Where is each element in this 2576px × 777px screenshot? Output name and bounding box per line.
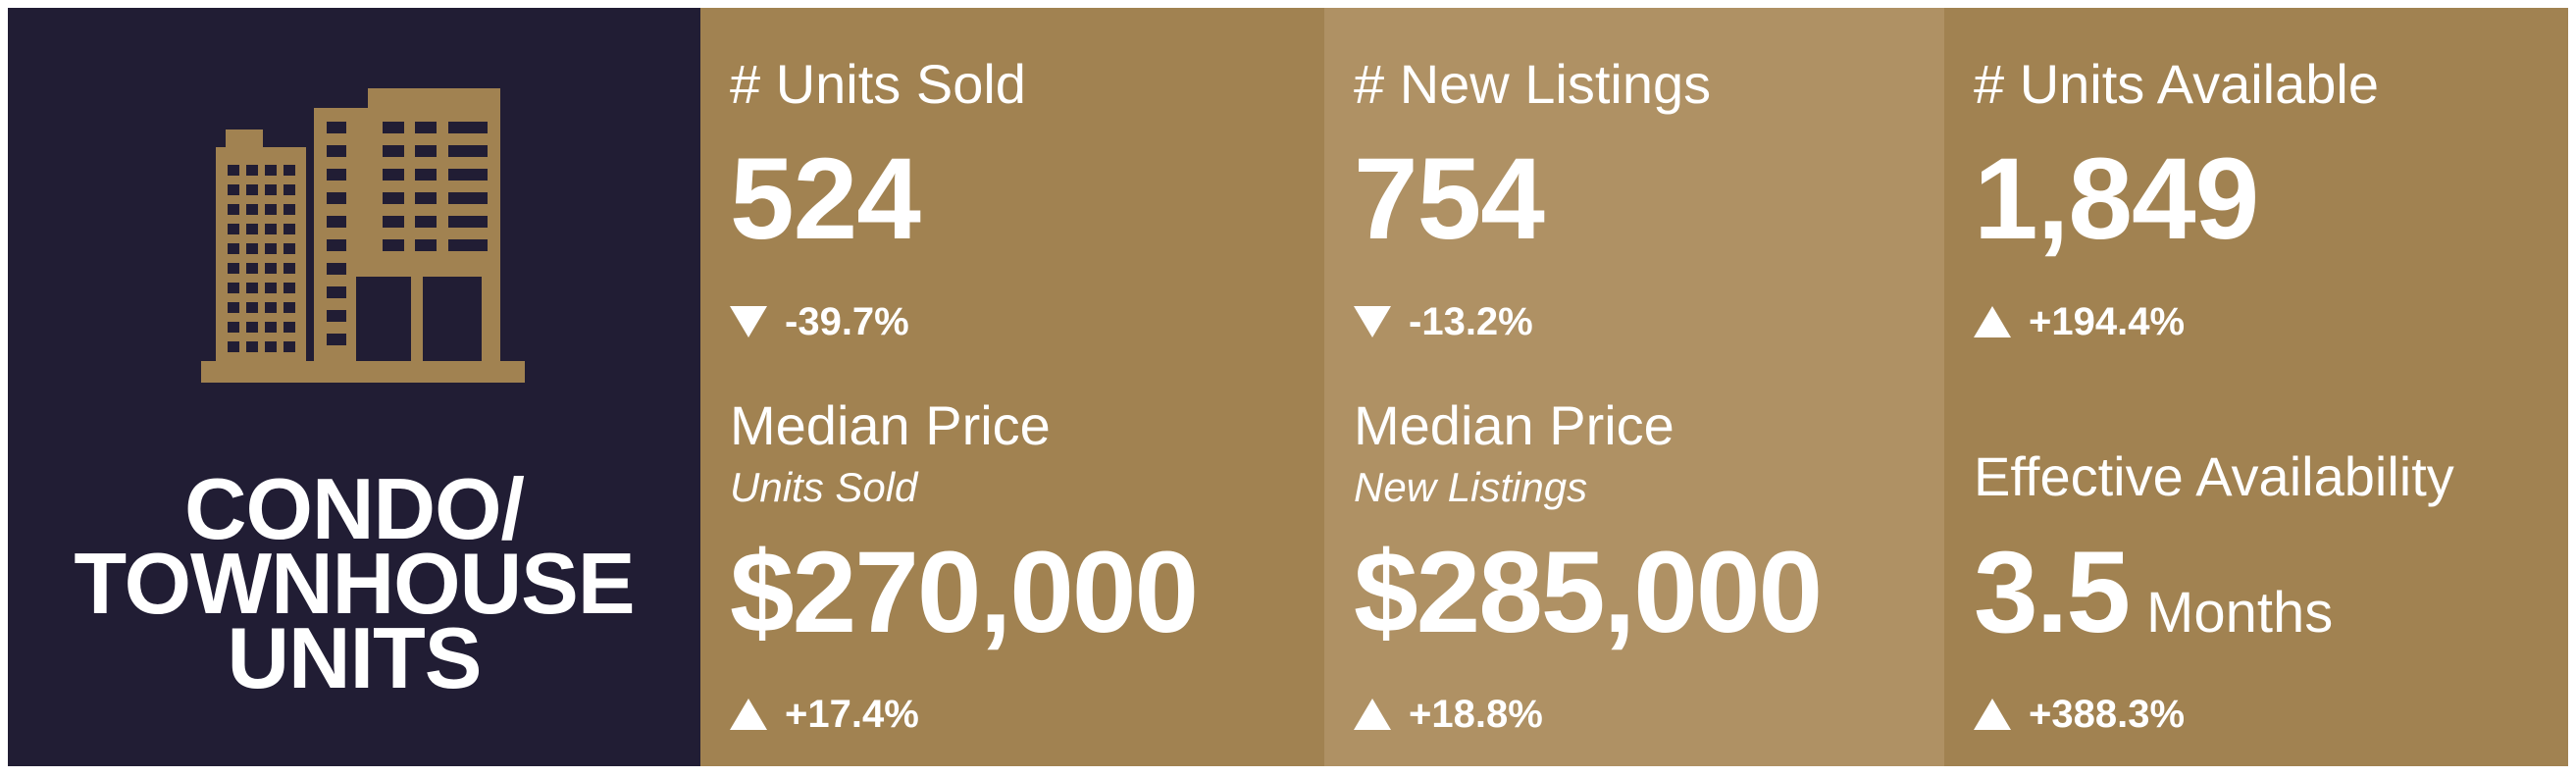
new-listings-value: 754 xyxy=(1354,134,1545,264)
units-available-change: +194.4% xyxy=(1974,302,2185,341)
new-listings-change: -13.2% xyxy=(1354,302,1533,341)
new-listings-label: # New Listings xyxy=(1354,53,1712,115)
up-arrow-icon xyxy=(1974,306,2011,337)
category-panel: CONDO/ TOWNHOUSE UNITS xyxy=(8,8,700,766)
effective-availability-label: Effective Availability xyxy=(1974,445,2454,507)
median-price-sold-change: +17.4% xyxy=(730,695,919,734)
units-sold-label: # Units Sold xyxy=(730,53,1026,115)
up-arrow-icon xyxy=(1354,699,1391,730)
median-price-sold-label: Median Price xyxy=(730,394,1051,456)
up-arrow-icon xyxy=(1974,699,2011,730)
new-listings-change-value: -13.2% xyxy=(1409,300,1533,343)
down-arrow-icon xyxy=(730,306,767,337)
category-title-line-1: CONDO/ xyxy=(184,460,525,557)
effective-availability-value: 3.5 xyxy=(1974,528,2131,657)
category-title-line-3: UNITS xyxy=(227,609,483,706)
effective-availability-change: +388.3% xyxy=(1974,695,2185,734)
median-price-listings-label: Median Price xyxy=(1354,394,1674,456)
condo-stats-banner: CONDO/ TOWNHOUSE UNITS # Units Sold 524 … xyxy=(8,8,2568,766)
new-listings-panel: # New Listings 754 -13.2% Median Price N… xyxy=(1324,8,1944,766)
units-sold-value: 524 xyxy=(730,134,921,264)
units-available-change-value: +194.4% xyxy=(2029,300,2186,343)
units-sold-change: -39.7% xyxy=(730,302,909,341)
up-arrow-icon xyxy=(730,699,767,730)
median-price-listings-change: +18.8% xyxy=(1354,695,1543,734)
effective-availability-change-value: +388.3% xyxy=(2029,693,2186,736)
units-sold-panel: # Units Sold 524 -39.7% Median Price Uni… xyxy=(700,8,1324,766)
units-available-panel: # Units Available 1,849 +194.4% Effectiv… xyxy=(1944,8,2568,766)
effective-availability-unit: Months xyxy=(2146,581,2334,645)
median-price-sold-value: $270,000 xyxy=(730,528,1199,657)
category-title-line-2: TOWNHOUSE xyxy=(74,535,635,632)
building-icon xyxy=(201,88,525,383)
units-sold-change-value: -39.7% xyxy=(785,300,909,343)
median-price-listings-sublabel: New Listings xyxy=(1354,464,1588,510)
median-price-sold-change-value: +17.4% xyxy=(785,693,919,736)
down-arrow-icon xyxy=(1354,306,1391,337)
median-price-sold-sublabel: Units Sold xyxy=(730,464,918,510)
units-available-label: # Units Available xyxy=(1974,53,2379,115)
units-available-value: 1,849 xyxy=(1974,134,2259,264)
median-price-listings-change-value: +18.8% xyxy=(1409,693,1543,736)
effective-availability: 3.5 Months xyxy=(1974,535,2333,650)
median-price-listings-value: $285,000 xyxy=(1354,528,1823,657)
